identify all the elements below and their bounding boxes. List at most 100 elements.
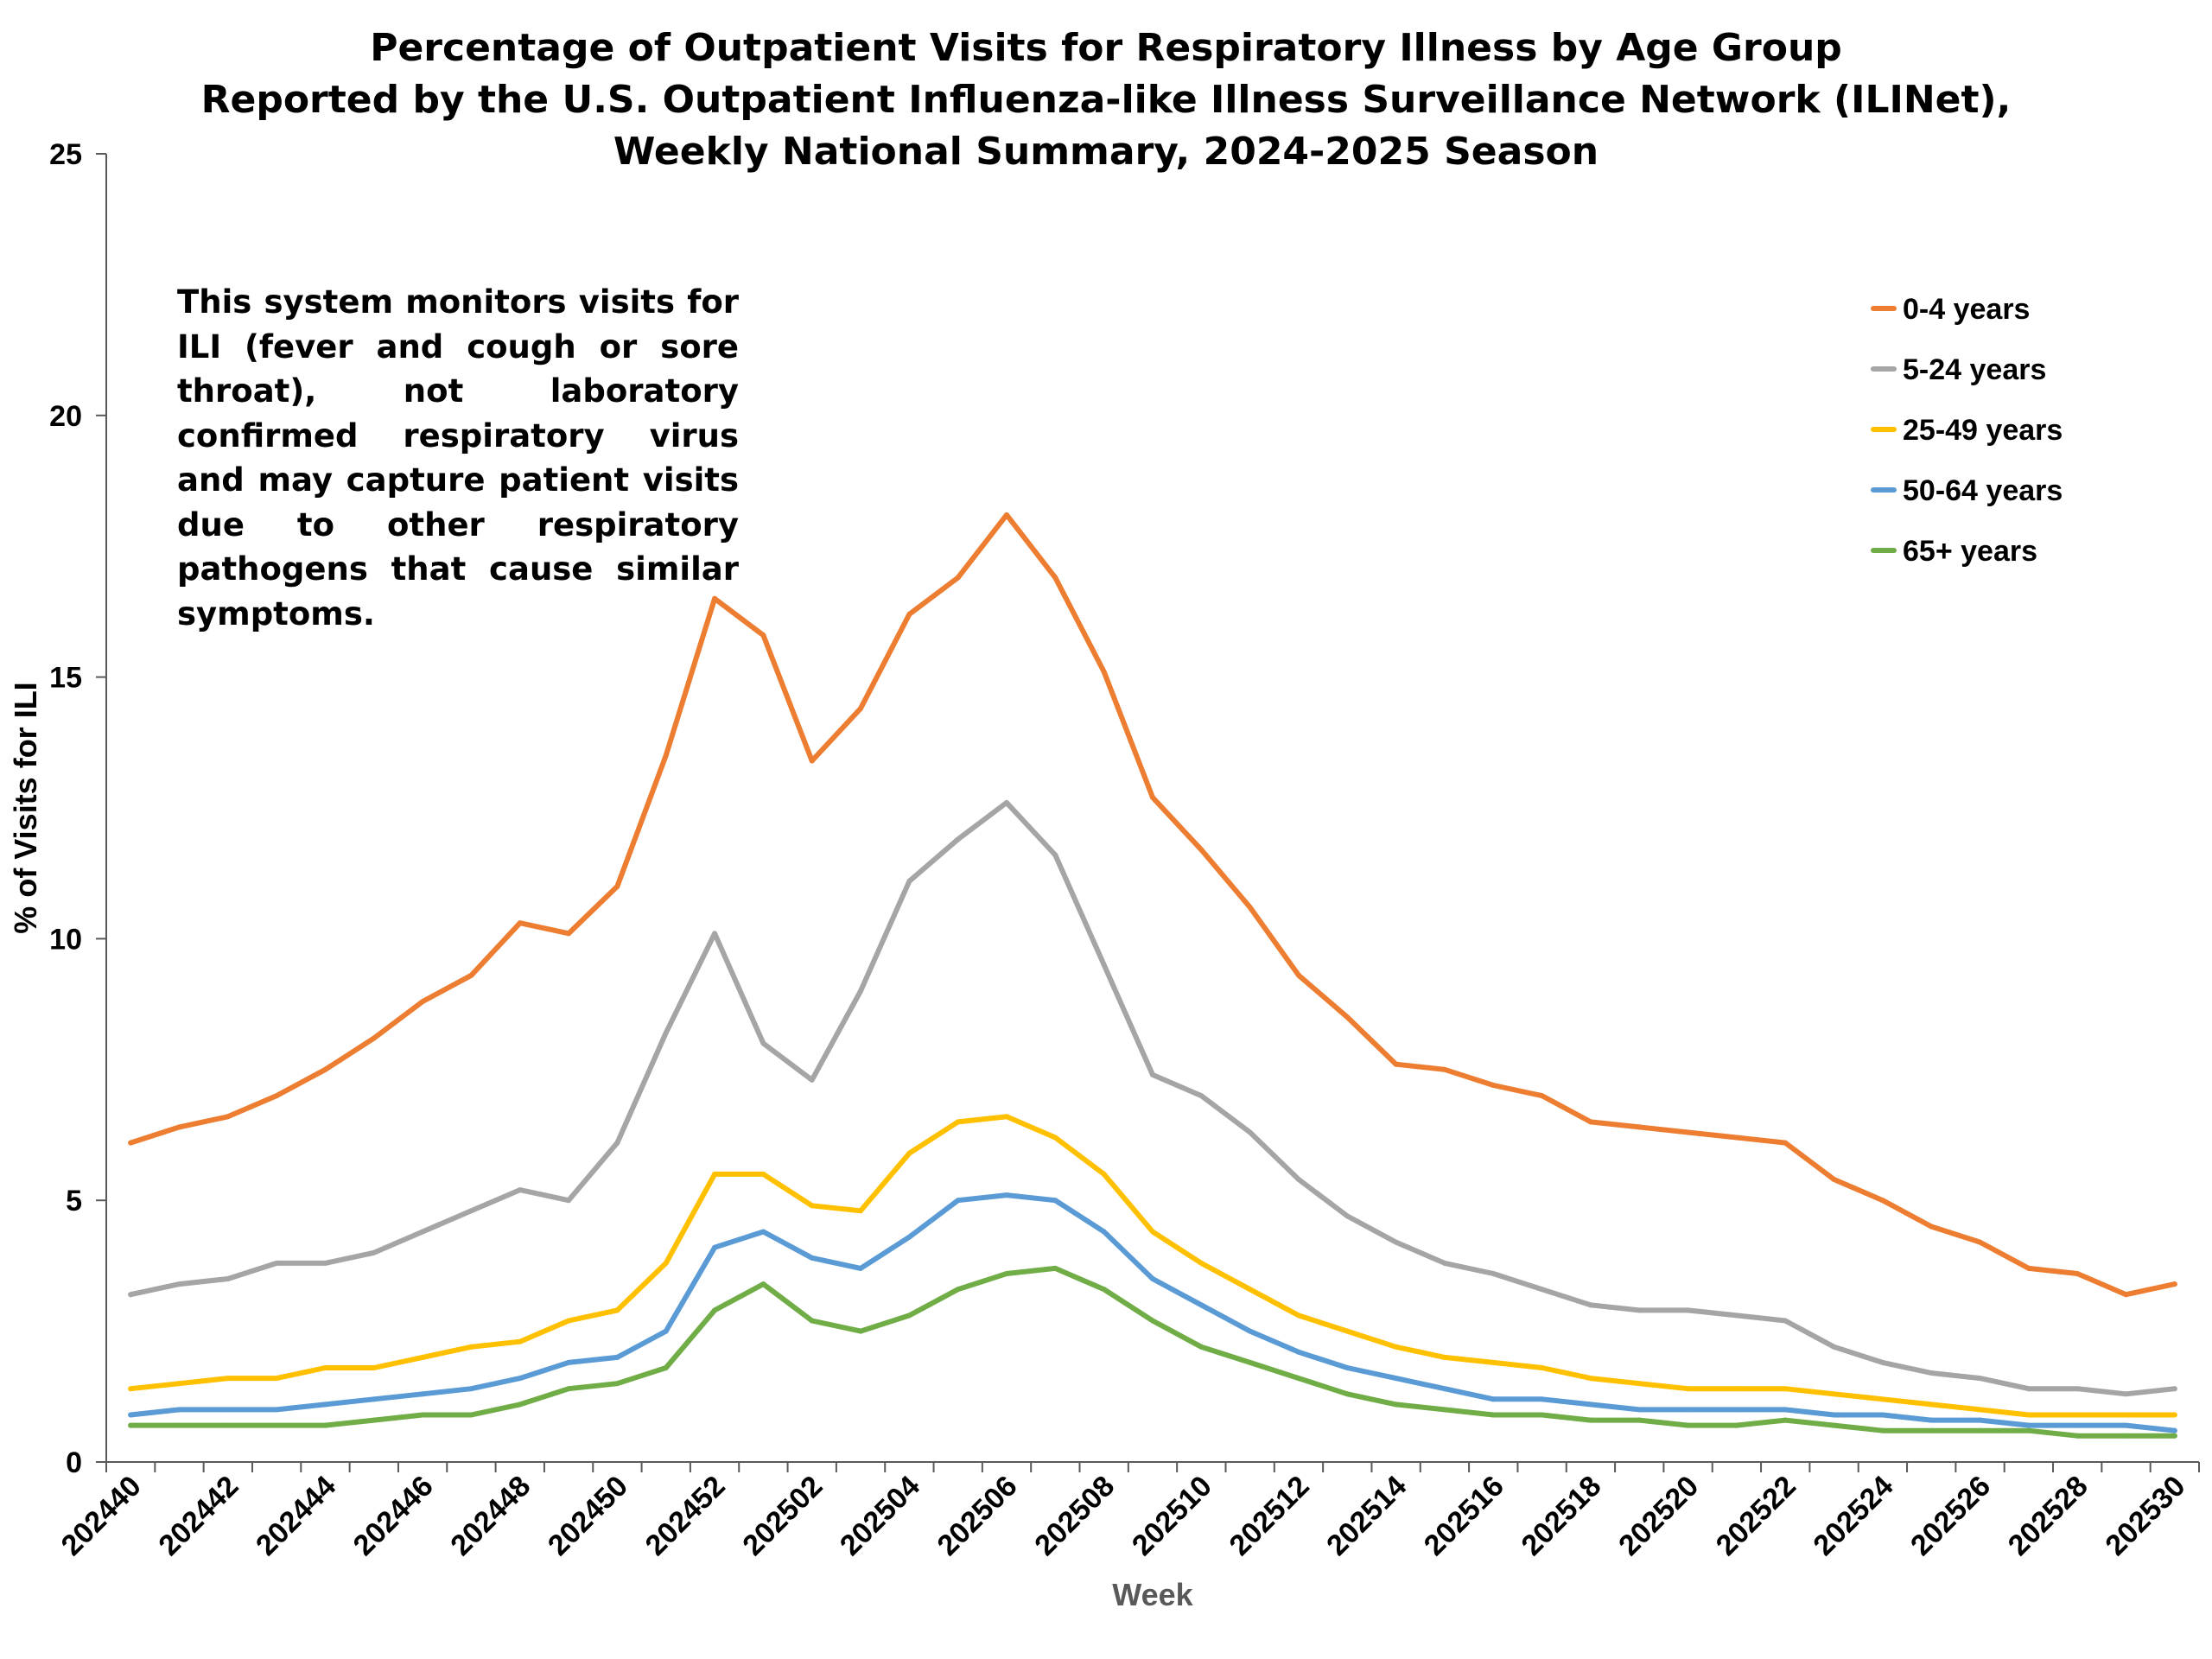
data-point [1295, 1376, 1301, 1382]
y-tick-label: 5 [66, 1185, 82, 1217]
chart-title-line-1: Percentage of Outpatient Visits for Resp… [370, 26, 1842, 70]
data-point [1101, 962, 1107, 968]
legend-label: 50-64 years [1903, 474, 2063, 507]
data-point [468, 1386, 474, 1392]
data-point [2025, 1386, 2031, 1392]
data-point [2123, 1422, 2129, 1428]
data-point [809, 1203, 815, 1209]
data-point [809, 1318, 815, 1324]
data-point [274, 1376, 280, 1382]
data-point [2171, 1427, 2177, 1433]
data-point [712, 1171, 718, 1177]
data-point [1198, 847, 1205, 853]
data-point [420, 1412, 426, 1418]
data-point [274, 1093, 280, 1099]
data-point [614, 1381, 620, 1387]
data-point [176, 1407, 182, 1413]
data-point [1977, 1417, 1983, 1423]
data-point [858, 705, 864, 711]
data-point [128, 1386, 134, 1392]
data-point [1685, 1386, 1691, 1392]
y-tick-label: 10 [49, 923, 82, 956]
series-25-49-years [128, 1114, 2177, 1418]
x-tick-label: 202448 [444, 1470, 537, 1562]
data-point [1052, 1135, 1058, 1141]
x-tick-label: 202512 [1224, 1470, 1316, 1562]
data-point [566, 931, 572, 937]
data-point [2075, 1422, 2081, 1428]
data-point [322, 1364, 328, 1370]
data-point [1929, 1370, 1935, 1376]
data-point [906, 611, 912, 617]
data-point [1052, 1265, 1058, 1271]
data-point [1929, 1224, 1935, 1230]
data-point [858, 988, 864, 994]
data-point [1198, 1260, 1205, 1266]
data-point [1879, 1427, 1885, 1433]
data-point [274, 1422, 280, 1428]
data-point [1198, 1093, 1205, 1099]
data-point [1247, 1129, 1253, 1135]
data-point [1879, 1412, 1885, 1418]
data-point [2075, 1270, 2081, 1276]
data-point [1491, 1412, 1497, 1418]
data-point [468, 1412, 474, 1418]
data-point [712, 1307, 718, 1313]
data-point [1587, 1376, 1593, 1382]
data-point [1150, 1318, 1155, 1324]
data-point [1150, 794, 1155, 800]
x-tick-label: 202444 [250, 1470, 342, 1562]
data-point [1052, 1198, 1058, 1204]
data-point [2171, 1433, 2177, 1439]
data-point [1101, 1229, 1107, 1235]
data-point [1783, 1318, 1789, 1324]
y-tick-label: 20 [49, 400, 82, 433]
data-point [274, 1260, 280, 1266]
data-point [176, 1422, 182, 1428]
data-point [274, 1407, 280, 1413]
data-point [1733, 1313, 1739, 1319]
series-65-years [128, 1265, 2177, 1439]
data-point [225, 1114, 231, 1120]
data-point [955, 1198, 961, 1204]
data-point [1393, 1239, 1399, 1245]
x-tick-label: 202442 [152, 1470, 245, 1562]
data-point [2123, 1391, 2129, 1397]
data-point [1101, 669, 1107, 675]
data-point [1637, 1307, 1643, 1313]
data-point [1247, 1359, 1253, 1365]
data-point [517, 920, 523, 926]
data-point [1150, 1276, 1155, 1282]
data-point [1004, 512, 1010, 518]
data-point [517, 1402, 523, 1408]
data-point [1393, 1376, 1399, 1382]
data-point [906, 1234, 912, 1240]
data-point [2123, 1292, 2129, 1298]
data-point [1637, 1407, 1643, 1413]
data-point [420, 1354, 426, 1360]
data-point [1879, 1359, 1885, 1365]
x-tick-label: 202450 [542, 1470, 634, 1562]
data-point [1587, 1402, 1593, 1408]
x-tick-label: 202514 [1320, 1470, 1413, 1562]
legend-label: 5-24 years [1903, 353, 2046, 386]
data-point [1539, 1287, 1545, 1293]
data-point [371, 1364, 377, 1370]
data-point [517, 1338, 523, 1344]
series-0-4-years [128, 512, 2177, 1298]
chart-annotation: This system monitors visits for ILI (fev… [177, 283, 739, 632]
x-tick-label: 202506 [931, 1470, 1024, 1562]
data-point [322, 1422, 328, 1428]
data-point [420, 1391, 426, 1397]
data-point [322, 1066, 328, 1072]
data-point [2123, 1433, 2129, 1439]
data-point [1344, 1328, 1351, 1334]
x-tick-label: 202446 [347, 1470, 440, 1562]
data-point [322, 1402, 328, 1408]
data-point [614, 883, 620, 889]
data-point [1295, 1349, 1301, 1355]
data-point [955, 1287, 961, 1293]
data-point [2025, 1427, 2031, 1433]
data-point [1685, 1422, 1691, 1428]
